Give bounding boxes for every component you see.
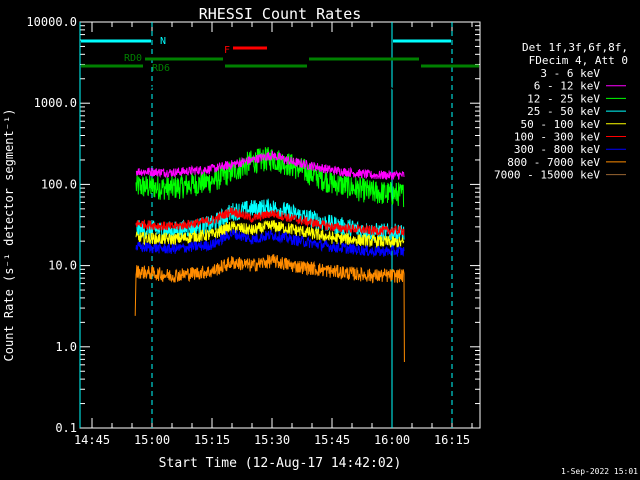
legend-entry-label: 25 - 50 keV	[527, 105, 600, 118]
flag-label-rd0: RD0	[124, 53, 142, 64]
series-line	[135, 150, 405, 181]
y-axis-label: Count Rate (s⁻¹ detector segment⁻¹)	[2, 109, 16, 362]
series-line	[135, 228, 405, 258]
y-tick-label: 1.0	[55, 340, 77, 354]
y-tick-label: 10000.0	[26, 15, 77, 29]
legend-header-line: FDecim 4, Att 0	[529, 54, 628, 67]
legend-entry-label: 50 - 100 keV	[521, 118, 601, 131]
legend-entry-label: 100 - 300 keV	[514, 131, 600, 144]
series-line	[135, 219, 405, 249]
y-tick-label: 100.0	[41, 177, 77, 191]
x-tick-label: 15:15	[194, 433, 230, 447]
legend-entry-label: 3 - 6 keV	[540, 67, 600, 80]
timestamp: 1-Sep-2022 15:01	[561, 467, 638, 476]
legend-entry-label: 12 - 25 keV	[527, 92, 600, 105]
x-tick-label: 15:30	[254, 433, 290, 447]
x-tick-label: 14:45	[74, 433, 110, 447]
legend-entry-label: 800 - 7000 keV	[507, 156, 600, 169]
x-tick-label: 16:00	[374, 433, 410, 447]
x-axis-label: Start Time (12-Aug-17 14:42:02)	[159, 456, 402, 471]
x-tick-label: 16:15	[434, 433, 470, 447]
legend-entry-label: 300 - 800 keV	[514, 143, 600, 156]
flag-label-f: F	[224, 45, 230, 56]
series-line	[135, 85, 405, 160]
flag-label-n: N	[160, 36, 166, 47]
y-tick-label: 0.1	[55, 421, 77, 435]
chart-title: RHESSI Count Rates	[199, 5, 362, 23]
legend-entry-label: 7000 - 15000 keV	[494, 169, 600, 182]
x-tick-label: 15:00	[134, 433, 170, 447]
legend-entry-label: 6 - 12 keV	[534, 80, 601, 93]
y-tick-label: 1000.0	[34, 96, 77, 110]
series-line	[134, 254, 405, 363]
x-tick-label: 15:45	[314, 433, 350, 447]
series-line	[135, 207, 405, 237]
flag-label-rd6: RD6	[152, 63, 170, 74]
y-tick-label: 10.0	[48, 259, 77, 273]
legend-header-line: Det 1f,3f,6f,8f,	[522, 41, 628, 54]
series-line	[135, 146, 405, 208]
